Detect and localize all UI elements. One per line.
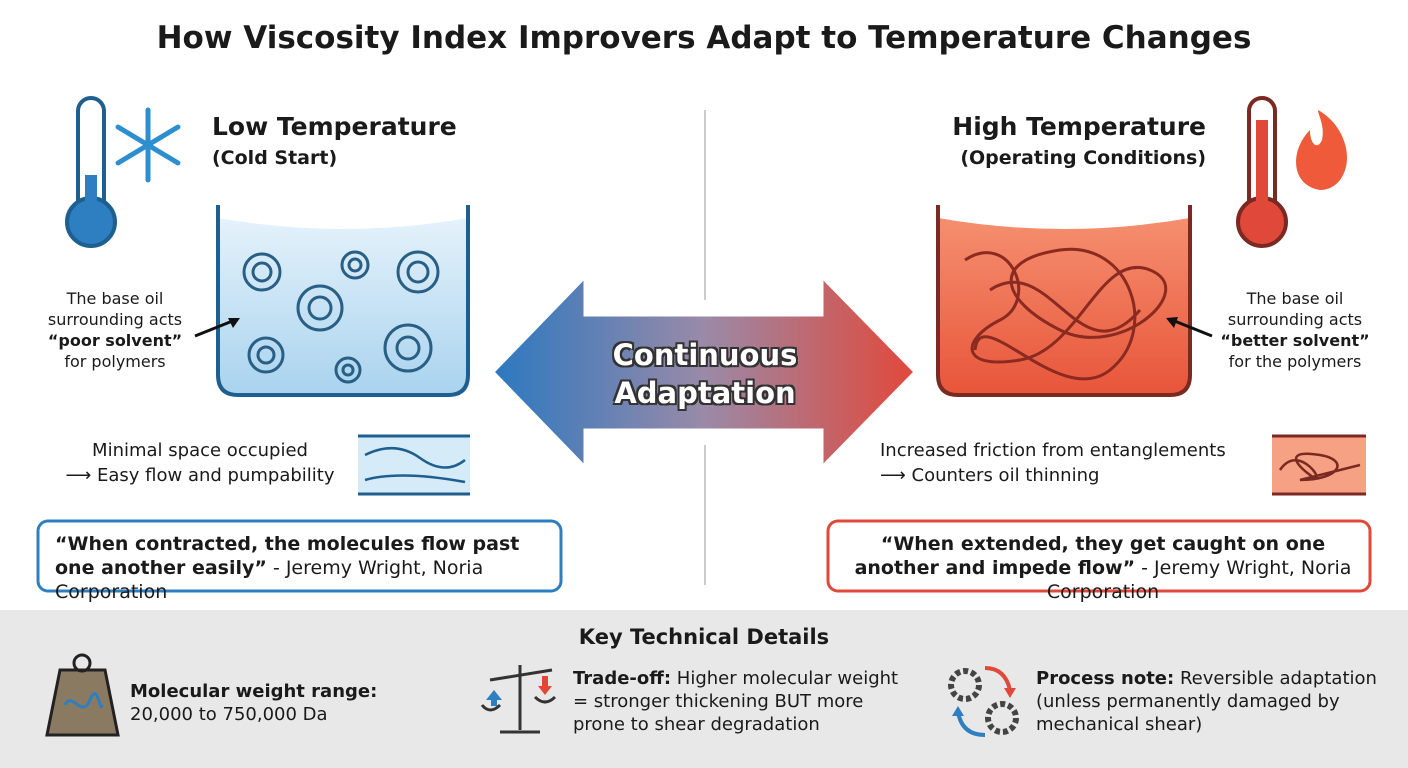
effect-line: ⟶ Easy flow and pumpability	[65, 465, 335, 486]
quote-source: - Jeremy Wright, Noria Corporation	[55, 557, 484, 603]
heading: Low Temperature	[212, 112, 457, 141]
quote-box	[36, 519, 563, 593]
balance-icon	[480, 665, 557, 734]
annotation-text: for the polymers	[1228, 352, 1362, 371]
footer-band	[0, 610, 1408, 768]
annotation-text: The base oil surrounding acts	[47, 289, 183, 329]
detail-text: 20,000 to 750,000 Da	[130, 704, 328, 725]
cold-beaker	[194, 205, 470, 397]
cold-thermometer	[65, 96, 117, 248]
snowflake	[115, 107, 181, 183]
annotation: The base oil surrounding acts “poor solv…	[40, 288, 190, 372]
quote-text: “When extended, they get caught on one a…	[854, 533, 1326, 579]
detail-label: Process note:	[1036, 668, 1175, 689]
quote-text: “When contracted, the molecules flow pas…	[55, 533, 520, 579]
annotation-bold: “better solvent”	[1220, 331, 1370, 350]
weight-icon	[45, 653, 120, 737]
detail-label: Trade-off:	[573, 668, 672, 689]
title: How Viscosity Index Improvers Adapt to T…	[156, 20, 1252, 56]
quote-box	[826, 519, 1372, 593]
gears-icon	[948, 666, 1019, 737]
detail-item: Trade-off: Higher molecular weight = str…	[573, 667, 918, 736]
quote-source: - Jeremy Wright, Noria Corporation	[1046, 557, 1352, 603]
annotation-text: for polymers	[64, 352, 166, 371]
flame	[1296, 110, 1347, 190]
effect: Increased friction from entanglements ⟶ …	[880, 438, 1270, 488]
effect-line: Minimal space occupied	[92, 440, 308, 461]
heading: High Temperature	[952, 112, 1206, 141]
detail-item: Process note: Reversible adaptation (unl…	[1036, 667, 1386, 736]
double-arrow	[490, 273, 918, 471]
detail-item: Molecular weight range: 20,000 to 750,00…	[130, 680, 390, 726]
center-label: Continuous Adaptation	[612, 338, 798, 410]
annotation-text: The base oil surrounding acts	[1227, 289, 1363, 329]
detail-text: Higher molecular weight = stronger thick…	[573, 668, 899, 735]
effect-line: Increased friction from entanglements	[880, 440, 1226, 461]
effect: Minimal space occupied ⟶ Easy flow and p…	[40, 438, 360, 488]
quote: “When extended, they get caught on one a…	[848, 532, 1358, 604]
subheading: (Operating Conditions)	[960, 147, 1206, 169]
hot-beaker	[936, 205, 1213, 397]
subheading: (Cold Start)	[212, 147, 338, 169]
detail-text: Reversible adaptation (unless permanentl…	[1036, 668, 1377, 735]
flow-icon	[358, 434, 470, 496]
effect-line: ⟶ Counters oil thinning	[880, 465, 1100, 486]
annotation: The base oil surrounding acts “better so…	[1215, 288, 1375, 372]
hot-thermometer	[1236, 96, 1288, 248]
footer-title: Key Technical Details	[578, 625, 830, 649]
entangle-icon	[1272, 434, 1366, 496]
quote: “When contracted, the molecules flow pas…	[55, 532, 550, 604]
annotation-bold: “poor solvent”	[47, 331, 183, 350]
detail-label: Molecular weight range:	[130, 681, 378, 702]
